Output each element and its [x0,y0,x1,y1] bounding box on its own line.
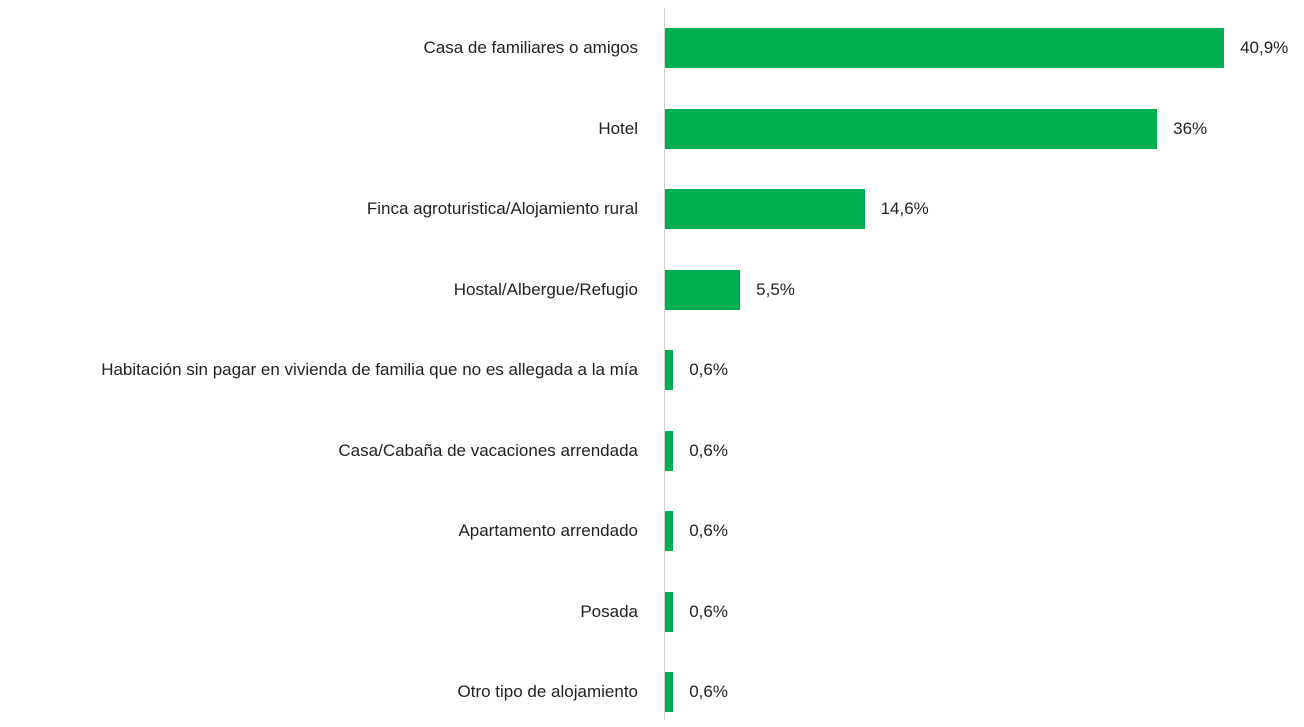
category-label-box: Finca agroturistica/Alojamiento rural [10,197,638,221]
data-label: 0,6% [689,521,728,540]
category-label-box: Habitación sin pagar en vivienda de fami… [10,358,638,382]
data-label: 0,6% [689,682,728,701]
bar [665,430,674,471]
category-label: Habitación sin pagar en vivienda de fami… [101,360,638,379]
category-label: Casa de familiares o amigos [423,38,638,57]
bar [665,672,674,712]
category-label-box: Casa de familiares o amigos [10,36,638,60]
category-label: Posada [580,601,638,621]
bar [665,350,674,390]
category-label-box: Apartamento arrendado [10,519,638,543]
category-label: Apartamento arrendado [458,521,638,540]
bar [665,591,674,632]
bar [665,511,674,551]
bar [665,189,865,229]
category-label: Hotel [598,118,638,138]
category-label-box: Casa/Cabaña de vacaciones arrendada [10,439,638,463]
data-label: 14,6% [880,199,929,218]
category-label: Finca agroturistica/Alojamiento rural [366,199,638,218]
category-label: Casa/Cabaña de vacaciones arrendada [338,440,638,460]
data-label: 0,6% [689,360,728,379]
category-label-box: Posada [10,600,638,624]
bar [665,269,741,310]
bar [665,108,1158,149]
data-label: 5,5% [756,279,795,299]
bar [665,28,1225,68]
category-axis [664,8,665,720]
data-label: 40,9% [1240,38,1289,57]
category-label-box: Otro tipo de alojamiento [10,680,639,704]
data-label: 0,6% [689,440,728,460]
category-label-box: Hotel [10,117,638,141]
category-label: Otro tipo de alojamiento [457,682,639,701]
data-label: 0,6% [689,601,728,621]
category-label: Hostal/Albergue/Refugio [453,279,638,299]
data-label: 36% [1173,118,1208,138]
category-label-box: Hostal/Albergue/Refugio [10,278,638,302]
